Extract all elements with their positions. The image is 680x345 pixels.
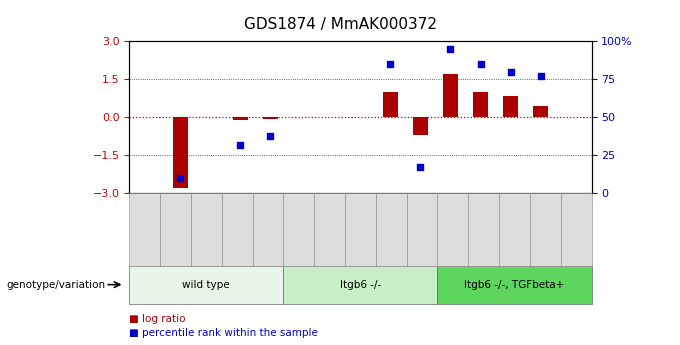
Text: genotype/variation: genotype/variation bbox=[7, 280, 106, 289]
Point bbox=[385, 61, 396, 67]
Text: ■ log ratio: ■ log ratio bbox=[129, 314, 186, 324]
Bar bbox=[503, 96, 518, 117]
Bar bbox=[413, 117, 428, 135]
Text: GDS1874 / MmAK000372: GDS1874 / MmAK000372 bbox=[243, 17, 437, 32]
Text: Itgb6 -/-, TGFbeta+: Itgb6 -/-, TGFbeta+ bbox=[464, 280, 564, 289]
Text: ■ percentile rank within the sample: ■ percentile rank within the sample bbox=[129, 328, 318, 338]
Bar bbox=[262, 117, 278, 119]
Text: Itgb6 -/-: Itgb6 -/- bbox=[340, 280, 381, 289]
Bar bbox=[473, 92, 488, 117]
Point bbox=[265, 133, 276, 138]
Point bbox=[505, 69, 516, 75]
Bar bbox=[443, 74, 458, 117]
Point bbox=[235, 142, 245, 147]
Bar bbox=[173, 117, 188, 188]
Point bbox=[475, 61, 486, 67]
Bar bbox=[233, 117, 248, 120]
Point bbox=[175, 175, 186, 181]
Text: wild type: wild type bbox=[182, 280, 230, 289]
Point bbox=[445, 46, 456, 52]
Point bbox=[415, 165, 426, 170]
Bar bbox=[533, 106, 548, 117]
Bar bbox=[383, 92, 398, 117]
Point bbox=[535, 73, 546, 79]
